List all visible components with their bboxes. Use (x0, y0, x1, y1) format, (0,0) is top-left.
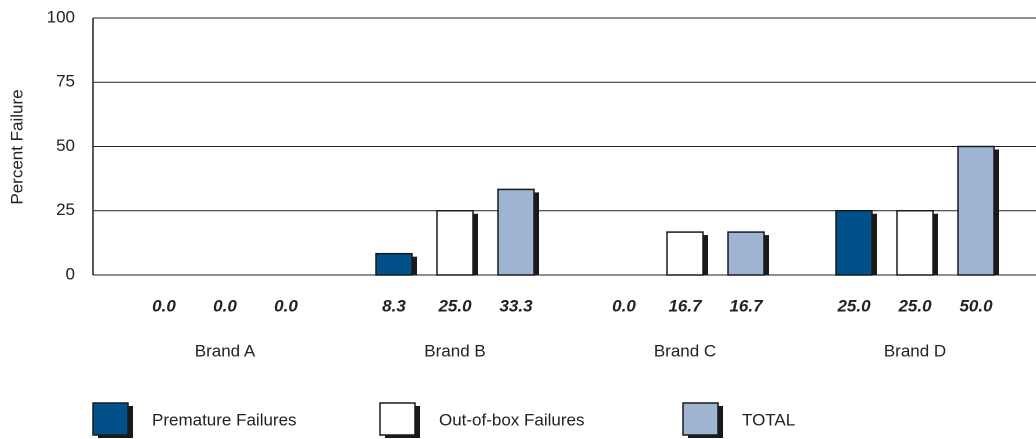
bar (436, 210, 474, 276)
value-label: 0.0 (213, 296, 237, 315)
value-label: 25.0 (897, 296, 932, 315)
legend-swatch (379, 402, 416, 436)
legend-swatch (92, 402, 129, 436)
value-label: 50.0 (959, 296, 993, 315)
value-label: 16.7 (668, 296, 703, 315)
bar (957, 145, 995, 276)
legend-label: Out-of-box Failures (439, 410, 585, 429)
legend-swatch (682, 402, 719, 436)
bar (666, 231, 704, 276)
x-tick-label: Brand A (195, 341, 256, 360)
value-label: 0.0 (612, 296, 636, 315)
value-label: 25.0 (437, 296, 472, 315)
value-label: 0.0 (274, 296, 298, 315)
x-tick-label: Brand C (654, 341, 716, 360)
legend-label: Premature Failures (152, 410, 297, 429)
y-tick-label: 0 (66, 264, 75, 283)
x-tick-label: Brand B (424, 341, 485, 360)
legend-label: TOTAL (742, 410, 795, 429)
y-tick-label: 75 (56, 72, 75, 91)
y-tick-label: 100 (47, 7, 75, 26)
value-label: 16.7 (729, 296, 764, 315)
bar (727, 231, 765, 276)
y-axis-label: Percent Failure (7, 89, 26, 204)
bar (497, 188, 535, 276)
bar (896, 210, 934, 276)
value-label: 33.3 (499, 296, 533, 315)
y-tick-label: 50 (56, 136, 75, 155)
value-label: 8.3 (382, 296, 406, 315)
value-label: 25.0 (836, 296, 871, 315)
y-tick-label: 25 (56, 200, 75, 219)
x-tick-label: Brand D (884, 341, 946, 360)
value-label: 0.0 (152, 296, 176, 315)
bar (375, 252, 413, 276)
bar (835, 210, 873, 276)
